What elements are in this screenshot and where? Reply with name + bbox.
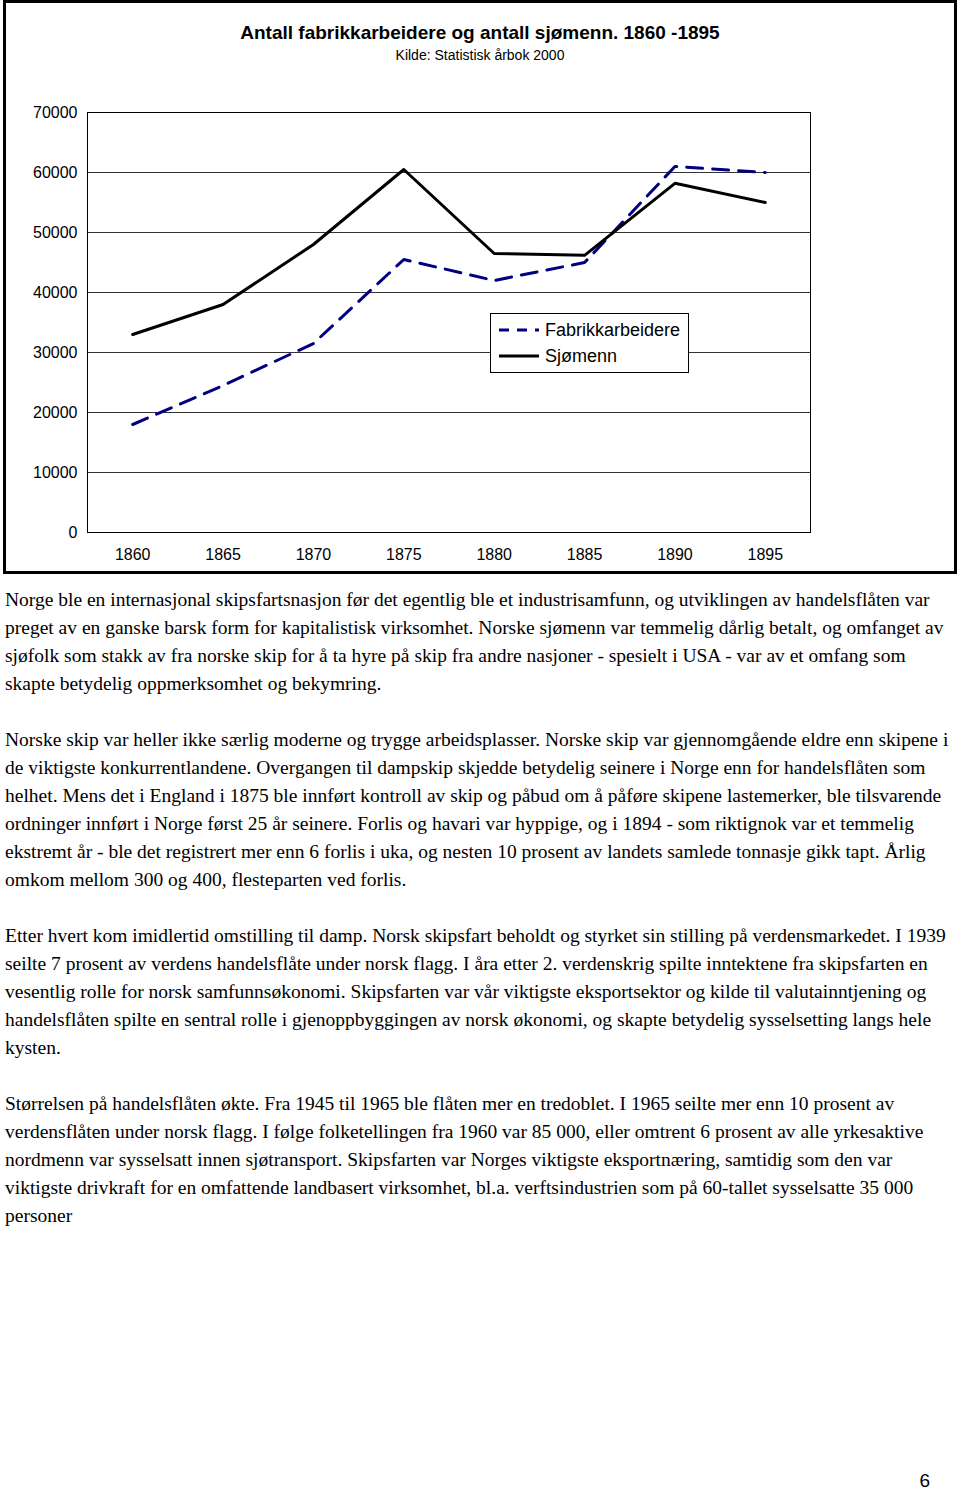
html-text:Kilde: Statistisk årbok 2000: Kilde: Statistisk årbok 2000 [395, 47, 565, 63]
svg-text:1870: 1870 [296, 546, 332, 563]
svg-text:1880: 1880 [476, 546, 512, 563]
html-text:Antall fabrikkarbeidere og ant: Antall fabrikkarbeidere og antall sjømen… [240, 22, 720, 43]
svg-text:20000: 20000 [33, 404, 78, 421]
svg-text:30000: 30000 [33, 344, 78, 361]
svg-text:40000: 40000 [33, 284, 78, 301]
svg-text:10000: 10000 [33, 464, 78, 481]
svg-text:1885: 1885 [567, 546, 603, 563]
svg-text:1860: 1860 [115, 546, 151, 563]
html-text:Norske skip var heller ikke sæ: Norske skip var heller ikke særlig moder… [5, 729, 949, 890]
svg-text:1890: 1890 [657, 546, 693, 563]
html-text:Størrelsen på handelsflåten øk: Størrelsen på handelsflåten økte. Fra 19… [5, 1093, 924, 1226]
html-text:Sjømenn: Sjømenn [545, 345, 617, 366]
svg-text:1895: 1895 [748, 546, 784, 563]
html-text:6: 6 [919, 1470, 930, 1491]
svg-text:50000: 50000 [33, 224, 78, 241]
html-text:Etter hvert kom imidlertid oms: Etter hvert kom imidlertid omstilling ti… [5, 925, 946, 1058]
svg-text:1875: 1875 [386, 546, 422, 563]
html-text:Norge ble en internasjonal ski: Norge ble en internasjonal skipsfartsnas… [5, 589, 944, 694]
svg-text:1865: 1865 [205, 546, 241, 563]
svg-text:0: 0 [69, 524, 78, 541]
svg-text:60000: 60000 [33, 164, 78, 181]
svg-text:70000: 70000 [33, 104, 78, 121]
html-text:Fabrikkarbeidere: Fabrikkarbeidere [545, 319, 681, 340]
